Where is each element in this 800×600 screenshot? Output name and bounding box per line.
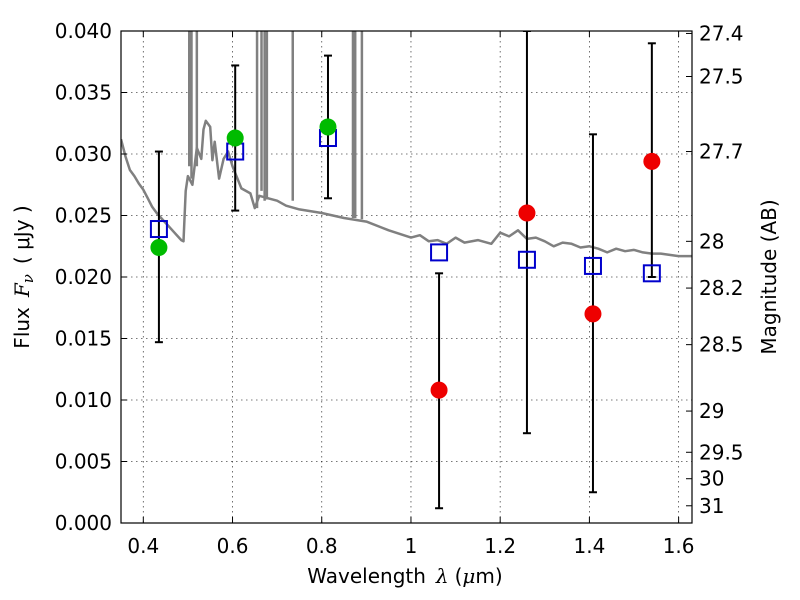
right-tick-label: 28 xyxy=(699,229,724,253)
x-tick-label: 0.4 xyxy=(127,534,159,558)
upper-limit-point xyxy=(518,204,536,222)
upper-limit-point xyxy=(584,305,602,323)
right-tick-label: 29.5 xyxy=(699,440,744,464)
right-tick-label: 28.5 xyxy=(699,333,744,357)
plot-area xyxy=(121,31,692,510)
right-tick-label: 28.2 xyxy=(699,276,744,300)
model-photometry-square xyxy=(430,243,449,262)
right-tick-label: 31 xyxy=(699,494,724,518)
x-tick-label: 1.2 xyxy=(484,534,516,558)
axes: 0.4 0.6 0.8 1 1.2 1.4 1.6 0.000 0.005 0.010 0.015 0… xyxy=(55,19,744,558)
upper-limit-point xyxy=(643,152,661,170)
model-photometry-square xyxy=(583,256,602,275)
detection-point xyxy=(150,238,168,256)
y-tick-label: 0.000 xyxy=(55,511,112,535)
y-tick-label: 0.025 xyxy=(55,204,112,228)
upper-limit-point xyxy=(430,381,448,399)
x-tick-label: 1.6 xyxy=(663,534,695,558)
right-tick-label: 27.5 xyxy=(699,65,744,89)
y-tick-label: 0.015 xyxy=(55,327,112,351)
model-photometry-square xyxy=(517,250,536,269)
model-photometry-square xyxy=(149,220,168,239)
y-axis-title: FluxFν( μJy ) xyxy=(10,205,37,348)
x-tick-label: 1.4 xyxy=(573,534,605,558)
x-tick-label: 0.8 xyxy=(306,534,338,558)
right-axis-title: Magnitude (AB) xyxy=(757,199,781,354)
y-tick-label: 0.020 xyxy=(55,265,112,289)
right-tick-label: 27.4 xyxy=(699,21,744,45)
model-spectrum-line xyxy=(121,119,692,258)
right-tick-label: 29 xyxy=(699,399,724,423)
detection-point xyxy=(226,129,244,147)
x-tick-label: 0.6 xyxy=(217,534,249,558)
y-tick-label: 0.030 xyxy=(55,142,112,166)
y-tick-label: 0.040 xyxy=(55,19,112,43)
right-tick-label: 30 xyxy=(699,467,724,491)
y-tick-label: 0.005 xyxy=(55,450,112,474)
detection-point xyxy=(319,118,337,136)
right-tick-label: 27.7 xyxy=(699,140,744,164)
x-tick-label: 1 xyxy=(405,534,418,558)
y-tick-label: 0.035 xyxy=(55,81,112,105)
y-tick-label: 0.010 xyxy=(55,388,112,412)
model-photometry-square xyxy=(642,264,661,283)
x-axis-title: Wavelength λ (μm) xyxy=(307,564,502,588)
